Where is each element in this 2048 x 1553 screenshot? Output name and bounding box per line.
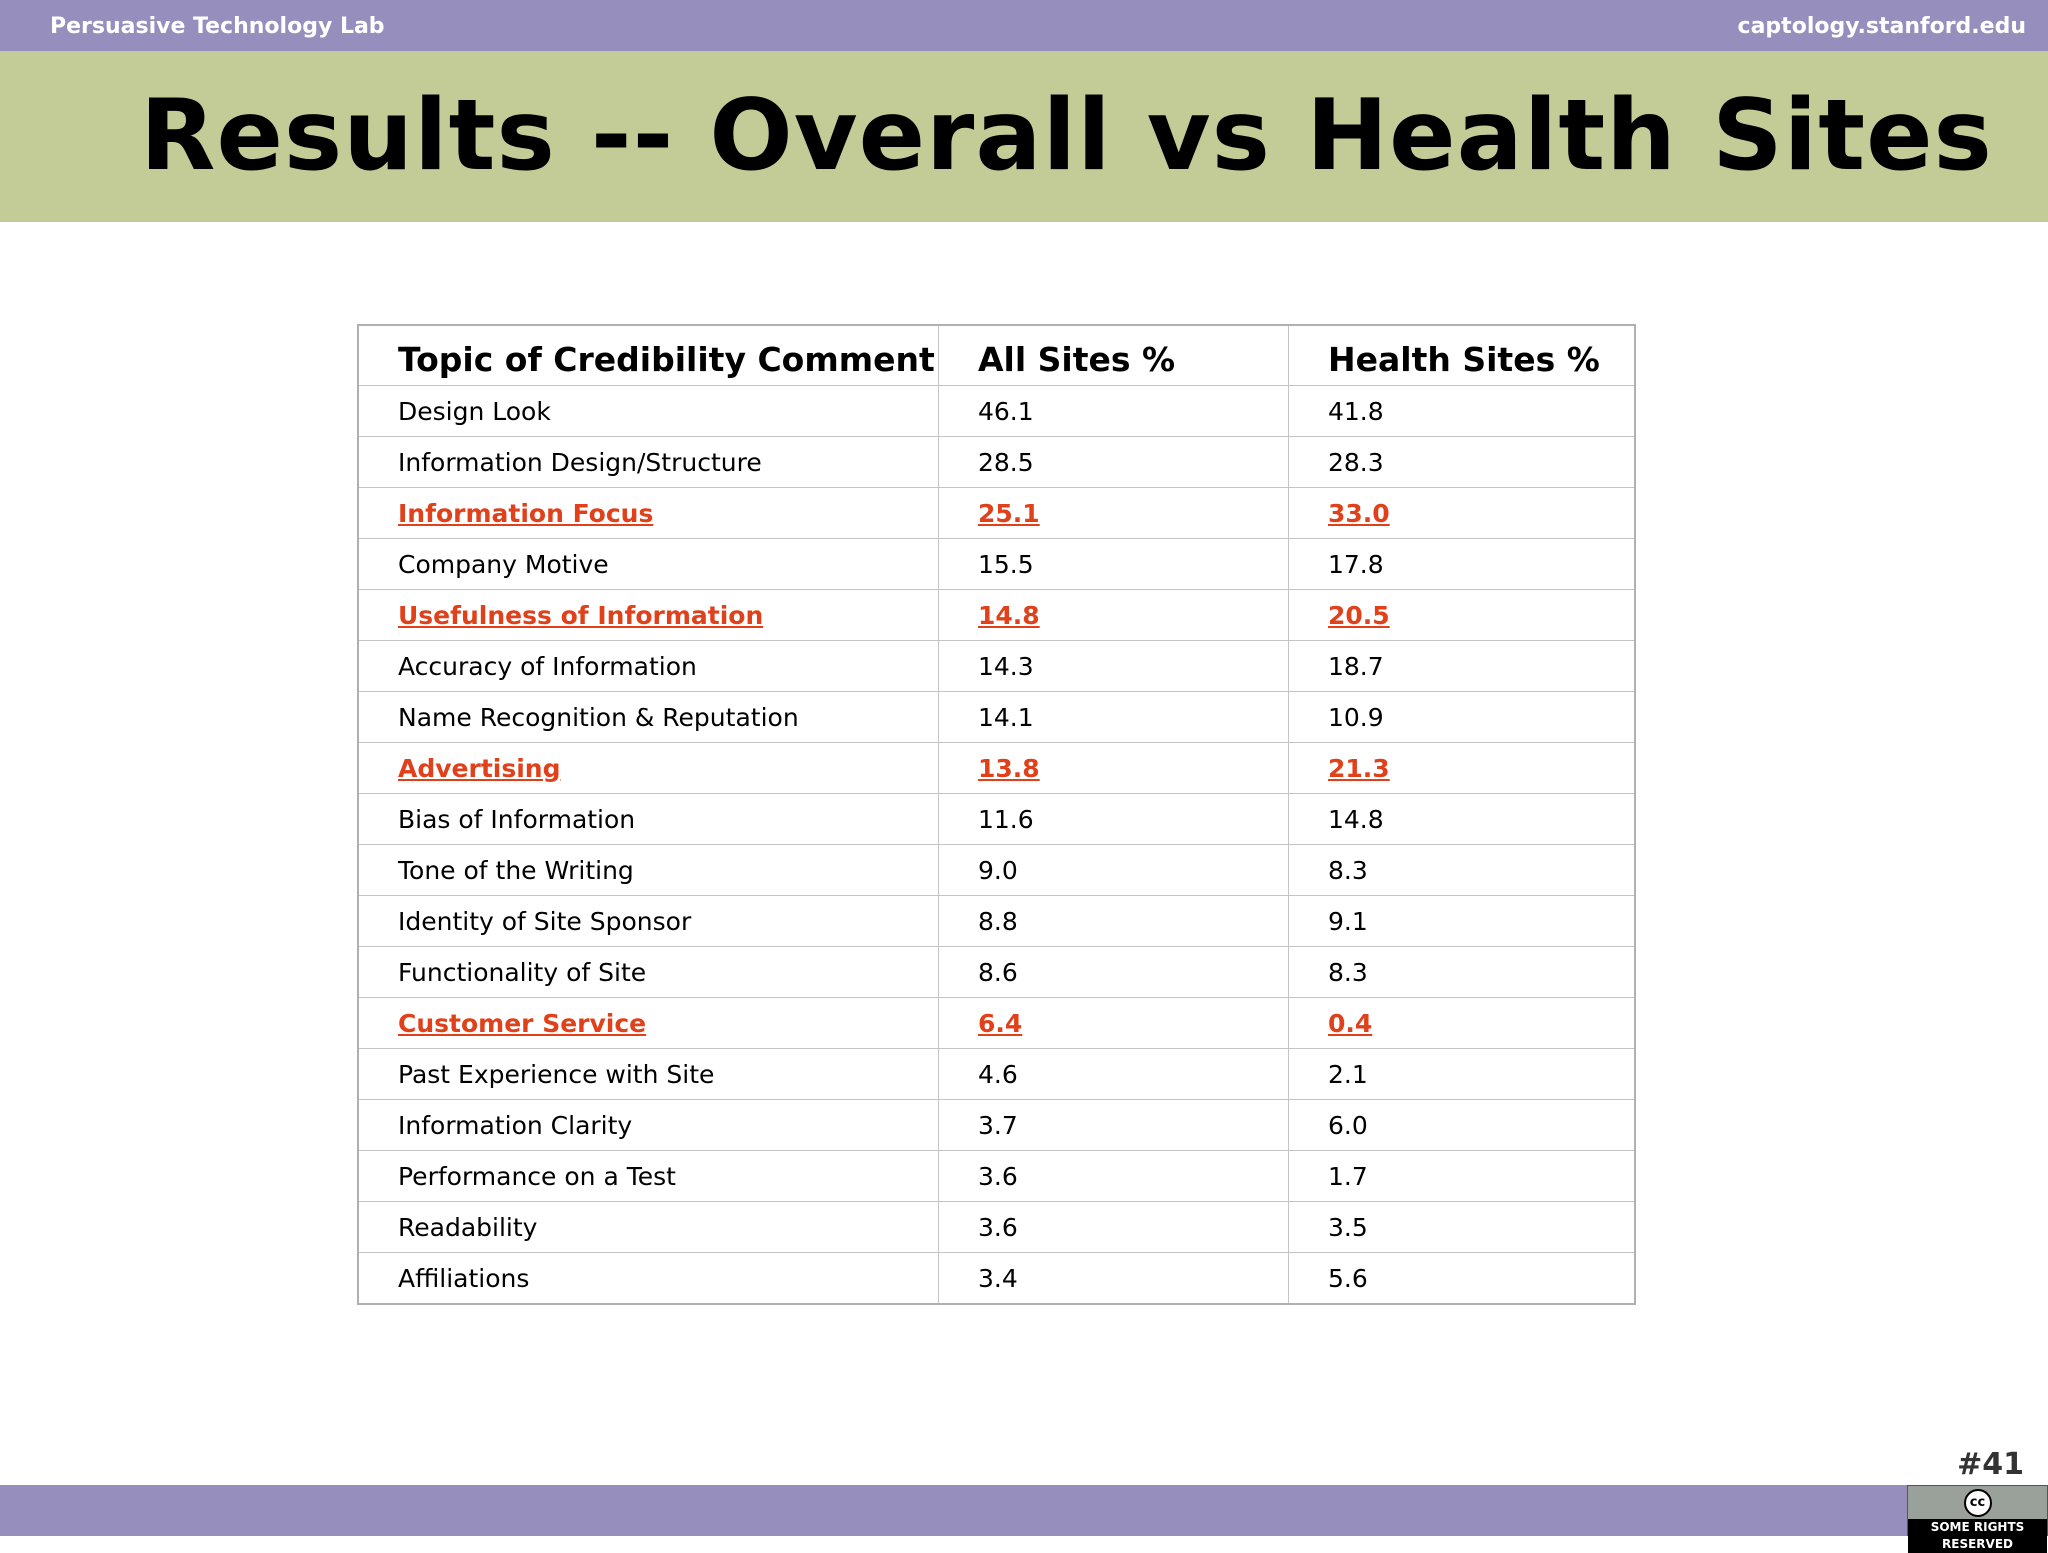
table-cell: 18.7 xyxy=(1288,640,1636,692)
table-cell: 13.8 xyxy=(938,742,1289,794)
table-cell: 10.9 xyxy=(1288,691,1636,743)
table-row: Bias of Information 11.6 14.8 xyxy=(357,793,1636,845)
top-bar: Persuasive Technology Lab captology.stan… xyxy=(0,0,2048,51)
results-table: Topic of Credibility Comment All Sites % H… xyxy=(357,324,1636,1305)
table-cell: 33.0 xyxy=(1288,487,1636,539)
table-cell: Readability xyxy=(357,1201,939,1253)
column-header: Health Sites % xyxy=(1288,324,1636,386)
header-row: Topic of Credibility Comment All Sites % H… xyxy=(357,324,1636,386)
table-cell: Information Design/Structure xyxy=(357,436,939,488)
table-cell: Past Experience with Site xyxy=(357,1048,939,1100)
table-row: Information Clarity 3.7 6.0 xyxy=(357,1099,1636,1151)
table-cell: Name Recognition & Reputation xyxy=(357,691,939,743)
column-header: Topic of Credibility Comment xyxy=(357,324,939,386)
table-cell: 17.8 xyxy=(1288,538,1636,590)
table-row: Affiliations 3.4 5.6 xyxy=(357,1252,1636,1305)
table-cell: Design Look xyxy=(357,385,939,437)
table-cell: 2.1 xyxy=(1288,1048,1636,1100)
table-row: Company Motive 15.5 17.8 xyxy=(357,538,1636,590)
table-row: Performance on a Test 3.6 1.7 xyxy=(357,1150,1636,1202)
table-row: Past Experience with Site 4.6 2.1 xyxy=(357,1048,1636,1100)
table-cell: 14.8 xyxy=(938,589,1289,641)
lab-name: Persuasive Technology Lab xyxy=(50,14,385,39)
table-cell: 3.5 xyxy=(1288,1201,1636,1253)
table-row: Name Recognition & Reputation 14.1 10.9 xyxy=(357,691,1636,743)
table-cell: 6.4 xyxy=(938,997,1289,1049)
table-row: Identity of Site Sponsor 8.8 9.1 xyxy=(357,895,1636,947)
table-cell: 3.7 xyxy=(938,1099,1289,1151)
table-cell: Usefulness of Information xyxy=(357,589,939,641)
table-cell: 28.3 xyxy=(1288,436,1636,488)
cc-text: SOME RIGHTS RESERVED xyxy=(1908,1519,2047,1553)
table-cell: Tone of the Writing xyxy=(357,844,939,896)
site-url: captology.stanford.edu xyxy=(1737,14,2026,39)
table-cell: 8.8 xyxy=(938,895,1289,947)
table-cell: 5.6 xyxy=(1288,1252,1636,1305)
table-cell: 46.1 xyxy=(938,385,1289,437)
table-cell: 1.7 xyxy=(1288,1150,1636,1202)
table-cell: 9.0 xyxy=(938,844,1289,896)
table-cell: 21.3 xyxy=(1288,742,1636,794)
table-cell: 14.3 xyxy=(938,640,1289,692)
table-cell: Company Motive xyxy=(357,538,939,590)
column-header: All Sites % xyxy=(938,324,1289,386)
table-cell: Identity of Site Sponsor xyxy=(357,895,939,947)
table-cell: Performance on a Test xyxy=(357,1150,939,1202)
table-cell: Functionality of Site xyxy=(357,946,939,998)
table-cell: 3.6 xyxy=(938,1150,1289,1202)
table-cell: 8.3 xyxy=(1288,946,1636,998)
table-row: Usefulness of Information 14.8 20.5 xyxy=(357,589,1636,641)
table-cell: 3.4 xyxy=(938,1252,1289,1305)
table-cell: Accuracy of Information xyxy=(357,640,939,692)
table-cell: 14.1 xyxy=(938,691,1289,743)
table-cell: 28.5 xyxy=(938,436,1289,488)
table-cell: Advertising xyxy=(357,742,939,794)
table-cell: 4.6 xyxy=(938,1048,1289,1100)
table-cell: 6.0 xyxy=(1288,1099,1636,1151)
title-band: Results -- Overall vs Health Sites xyxy=(0,51,2048,222)
table-row: Readability 3.6 3.5 xyxy=(357,1201,1636,1253)
table-cell: Bias of Information xyxy=(357,793,939,845)
table-cell: Customer Service xyxy=(357,997,939,1049)
table-cell: Affiliations xyxy=(357,1252,939,1305)
table-cell: 0.4 xyxy=(1288,997,1636,1049)
slide-number: #41 xyxy=(1957,1447,2024,1482)
table-row: Accuracy of Information 14.3 18.7 xyxy=(357,640,1636,692)
table-row: Tone of the Writing 9.0 8.3 xyxy=(357,844,1636,896)
table-cell: 20.5 xyxy=(1288,589,1636,641)
table-cell: 3.6 xyxy=(938,1201,1289,1253)
table-cell: 25.1 xyxy=(938,487,1289,539)
table-cell: 15.5 xyxy=(938,538,1289,590)
cc-symbol: cc xyxy=(1963,1489,1992,1517)
table-cell: 11.6 xyxy=(938,793,1289,845)
table-row: Information Design/Structure 28.5 28.3 xyxy=(357,436,1636,488)
table-row: Information Focus 25.1 33.0 xyxy=(357,487,1636,539)
table-cell: Information Clarity xyxy=(357,1099,939,1151)
table-row: Advertising 13.8 21.3 xyxy=(357,742,1636,794)
cc-badge: cc SOME RIGHTS RESERVED xyxy=(1907,1485,2048,1553)
table-cell: 8.3 xyxy=(1288,844,1636,896)
slide-title: Results -- Overall vs Health Sites xyxy=(140,79,1993,193)
table-cell: 41.8 xyxy=(1288,385,1636,437)
table-row: Functionality of Site 8.6 8.3 xyxy=(357,946,1636,998)
table-row: Customer Service 6.4 0.4 xyxy=(357,997,1636,1049)
bottom-bar xyxy=(0,1485,2048,1536)
table-cell: 9.1 xyxy=(1288,895,1636,947)
table-row: Design Look 46.1 41.8 xyxy=(357,385,1636,437)
table-cell: 14.8 xyxy=(1288,793,1636,845)
table-cell: 8.6 xyxy=(938,946,1289,998)
table-cell: Information Focus xyxy=(357,487,939,539)
